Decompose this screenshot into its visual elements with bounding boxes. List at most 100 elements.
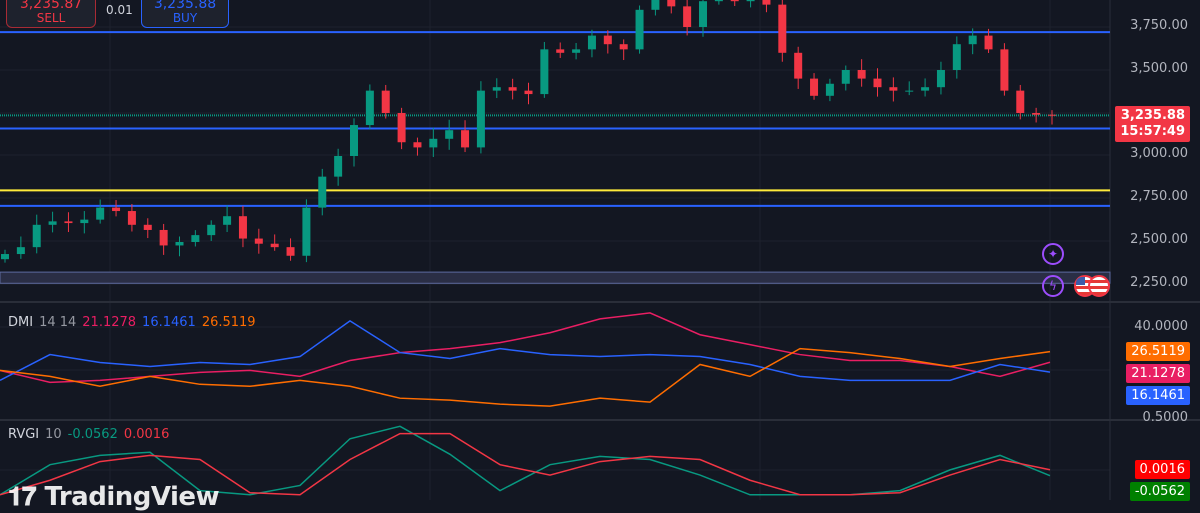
price-tick: 2,250.00: [1130, 275, 1188, 290]
candle: [476, 90, 485, 148]
candle: [635, 9, 644, 50]
candle: [32, 224, 41, 248]
candle: [508, 87, 517, 91]
candle: [952, 44, 961, 70]
last-price-label: 3,235.88 15:57:49: [1115, 106, 1190, 142]
dmi-minus-label: 16.1461: [1126, 386, 1190, 405]
candle: [397, 113, 406, 143]
last-price: 3,235.88: [1120, 108, 1185, 123]
dmi-series-line: [0, 319, 1051, 382]
tradingview-logo-icon: 𝟏𝟕: [8, 482, 45, 512]
candle: [921, 87, 930, 91]
candle: [1, 254, 9, 260]
adx-value: 26.5119: [201, 315, 256, 330]
candle: [762, 0, 771, 5]
adx-label: 26.5119: [1126, 342, 1190, 361]
rvgi-value: -0.0562: [67, 427, 118, 442]
candle: [238, 216, 247, 239]
candle: [461, 130, 470, 148]
dmi-minus-value: 16.1461: [142, 315, 196, 330]
candle: [778, 4, 787, 53]
candle: [667, 0, 676, 7]
flag-icon[interactable]: [1088, 275, 1110, 297]
candle: [365, 90, 374, 126]
candle: [524, 90, 533, 95]
candle: [873, 78, 882, 88]
price-tick: 2,500.00: [1130, 232, 1188, 247]
candle: [730, 0, 739, 2]
candle: [175, 242, 184, 246]
dmi-legend[interactable]: DMI 14 14 21.1278 16.1461 26.5119: [8, 315, 262, 330]
candle: [302, 207, 311, 256]
candle: [794, 52, 803, 79]
candle: [112, 207, 121, 212]
candle: [207, 224, 216, 236]
watermark-text: TradingView: [44, 482, 220, 512]
rvgi-params: 10: [45, 427, 62, 442]
candle: [413, 142, 422, 148]
horizontal-lines[interactable]: [0, 31, 1111, 284]
candle: [1048, 114, 1056, 116]
candle: [96, 207, 105, 220]
dmi-series-line: [0, 312, 1051, 384]
candle: [429, 138, 438, 148]
sell-button[interactable]: 3,235.87 SELL: [6, 0, 96, 28]
sell-price: 3,235.87: [19, 0, 83, 12]
candle: [223, 216, 232, 225]
candle: [699, 1, 707, 27]
rvgi-title: RVGI: [8, 427, 40, 442]
candle: [270, 243, 279, 248]
candle: [619, 44, 628, 50]
candle: [48, 221, 57, 225]
candle: [984, 35, 993, 50]
candle: [381, 90, 390, 113]
candle: [191, 235, 200, 242]
candle: [889, 87, 898, 91]
quantity[interactable]: 0.01: [106, 3, 133, 17]
rvgi-signal-value: 0.0016: [123, 427, 170, 442]
candle: [556, 49, 565, 53]
price-tick: 2,750.00: [1130, 189, 1188, 204]
candle: [1016, 90, 1025, 113]
candle: [350, 125, 358, 156]
candle: [318, 176, 327, 208]
candle: [286, 247, 295, 256]
candle: [254, 238, 263, 244]
dmi-tick: 40.0000: [1134, 319, 1188, 334]
candle: [603, 35, 612, 45]
dmi-title: DMI: [8, 315, 34, 330]
dmi-params: 14 14: [39, 315, 77, 330]
candles: [1, 0, 1056, 263]
price-tick: 3,500.00: [1130, 61, 1188, 76]
candle: [857, 70, 866, 79]
candle: [16, 247, 25, 255]
candle: [651, 0, 660, 10]
dmi-plus-value: 21.1278: [82, 315, 137, 330]
candle: [810, 78, 819, 96]
rvgi-lines: [0, 425, 1051, 496]
countdown: 15:57:49: [1120, 124, 1185, 139]
rvgi-tick: 0.5000: [1142, 410, 1189, 425]
candle: [572, 49, 581, 53]
candle: [714, 0, 723, 2]
rvgi-series-line: [0, 432, 1051, 496]
chart-canvas[interactable]: [0, 0, 1200, 500]
flag-canton: [1076, 277, 1085, 285]
candle: [80, 219, 89, 224]
candle: [159, 229, 168, 246]
buy-button[interactable]: 3,235.88 BUY: [141, 0, 229, 28]
buy-label: BUY: [172, 11, 198, 25]
candle: [127, 211, 136, 225]
rvgi-series-line: [0, 425, 1051, 496]
dmi-plus-label: 21.1278: [1126, 364, 1190, 383]
grid: [0, 0, 1200, 500]
rvgi-legend[interactable]: RVGI 10 -0.0562 0.0016: [8, 427, 175, 442]
candle: [64, 221, 73, 224]
candle: [905, 90, 914, 92]
sparkle-icon[interactable]: ✦: [1042, 243, 1064, 265]
candle: [825, 83, 834, 96]
lightning-icon[interactable]: ϟ: [1042, 275, 1064, 297]
candle: [841, 70, 850, 84]
tradingview-watermark: 𝟏𝟕 TradingView: [8, 482, 220, 513]
buy-price: 3,235.88: [153, 0, 217, 12]
